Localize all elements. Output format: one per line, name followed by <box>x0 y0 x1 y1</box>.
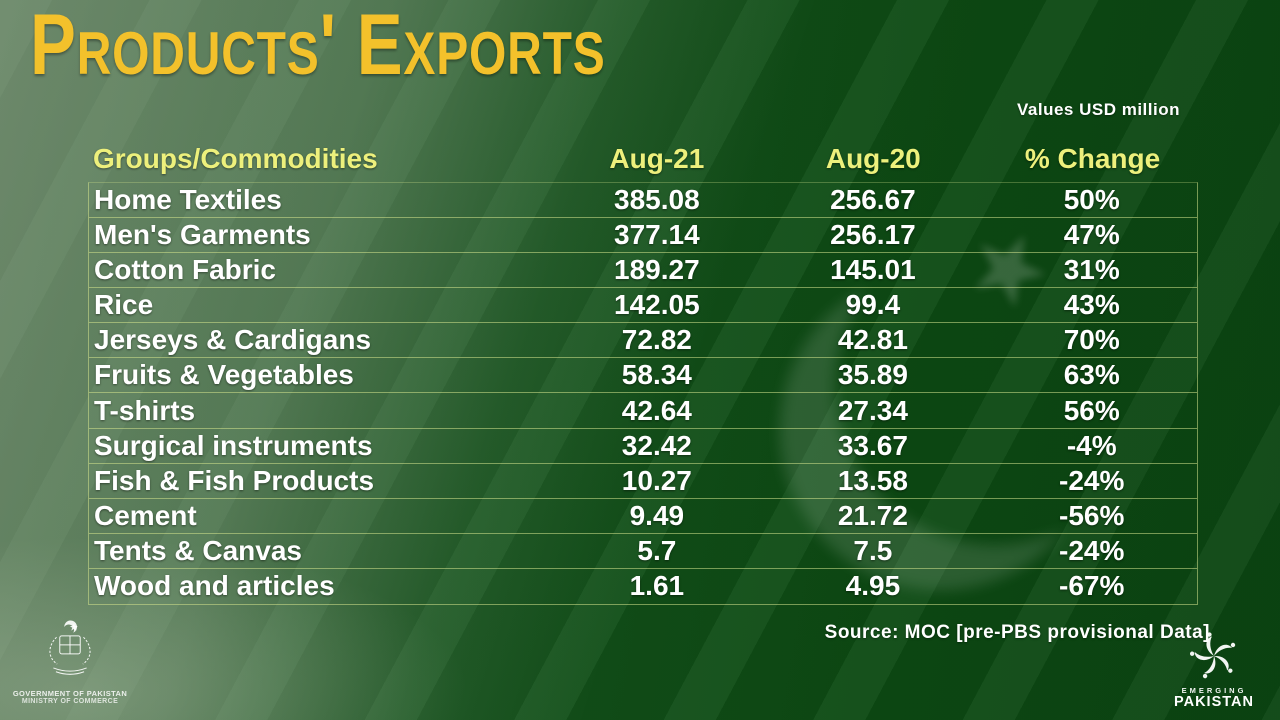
aug20-value: 99.4 <box>845 289 901 321</box>
header-commodity: Groups/Commodities <box>93 143 378 174</box>
change-value: 70% <box>1063 324 1120 356</box>
commodity-name: T-shirts <box>94 394 196 426</box>
aug20-value: 42.81 <box>837 324 908 356</box>
table-row: T-shirts 42.64 27.34 56% <box>89 393 1197 429</box>
change-value: -56% <box>1059 499 1125 531</box>
commodity-name: Home Textiles <box>94 184 282 216</box>
commodity-name: Cotton Fabric <box>94 254 276 286</box>
aug21-value: 142.05 <box>614 289 700 321</box>
change-value: -4% <box>1066 429 1117 461</box>
unit-note: Values USD million <box>1017 100 1180 119</box>
page-title: Products' Exports <box>30 0 606 93</box>
emerging-pakistan-logo: EMERGING PAKISTAN <box>1164 632 1264 710</box>
commodity-name: Men's Garments <box>94 219 311 251</box>
table-row: Cotton Fabric 189.27 145.01 31% <box>89 253 1197 289</box>
header-aug21: Aug-21 <box>609 143 705 174</box>
commodity-name: Surgical instruments <box>94 429 373 461</box>
commodity-name: Fruits & Vegetables <box>94 359 354 391</box>
commodity-name: Jerseys & Cardigans <box>94 324 372 356</box>
change-value: 31% <box>1063 254 1120 286</box>
exports-table: Home Textiles 385.08 256.67 50% Men's Ga… <box>88 182 1198 605</box>
change-value: -67% <box>1059 570 1125 602</box>
commodity-name: Wood and articles <box>94 570 335 602</box>
table-row: Men's Garments 377.14 256.17 47% <box>89 218 1197 254</box>
source-note: Source: MOC [pre-PBS provisional Data] <box>824 622 1210 643</box>
table-header-row: Groups/Commodities Aug-21 Aug-20 % Chang… <box>88 139 1198 179</box>
pakistan-label: PAKISTAN <box>1174 694 1254 710</box>
change-value: 63% <box>1063 359 1120 391</box>
change-value: 47% <box>1063 219 1120 251</box>
govt-emblem-icon <box>49 620 91 675</box>
change-value: -24% <box>1059 464 1125 496</box>
header-aug20: Aug-20 <box>825 143 921 174</box>
aug21-value: 385.08 <box>614 184 700 216</box>
aug21-value: 42.64 <box>621 394 692 426</box>
aug20-value: 145.01 <box>830 254 916 286</box>
aug20-value: 27.34 <box>837 394 908 426</box>
aug21-value: 58.34 <box>621 359 692 391</box>
aug21-value: 1.61 <box>629 570 685 602</box>
aug20-value: 7.5 <box>853 534 893 566</box>
aug21-value: 72.82 <box>621 324 692 356</box>
aug20-value: 21.72 <box>837 499 908 531</box>
table-row: Fruits & Vegetables 58.34 35.89 63% <box>89 358 1197 394</box>
government-logo-line1: GOVERNMENT OF PAKISTAN <box>12 689 128 698</box>
commodity-name: Tents & Canvas <box>94 534 302 566</box>
aug21-value: 9.49 <box>629 499 685 531</box>
table-row: Surgical instruments 32.42 33.67 -4% <box>89 429 1197 464</box>
emerging-pakistan-swirl-icon <box>1189 632 1236 679</box>
aug21-value: 377.14 <box>614 219 700 251</box>
aug21-value: 5.7 <box>637 534 677 566</box>
aug20-value: 33.67 <box>837 429 908 461</box>
table-row: Wood and articles 1.61 4.95 -67% <box>89 569 1197 604</box>
change-value: -24% <box>1059 534 1125 566</box>
commodity-name: Fish & Fish Products <box>94 464 375 496</box>
aug20-value: 4.95 <box>845 570 901 602</box>
change-value: 56% <box>1063 394 1120 426</box>
aug21-value: 189.27 <box>614 254 700 286</box>
aug20-value: 13.58 <box>837 464 908 496</box>
aug20-value: 256.17 <box>830 219 916 251</box>
aug21-value: 10.27 <box>621 464 692 496</box>
table-row: Cement 9.49 21.72 -56% <box>89 499 1197 534</box>
emerging-label: EMERGING <box>1181 686 1247 695</box>
aug21-value: 32.42 <box>621 429 692 461</box>
commodity-name: Rice <box>94 289 154 321</box>
table-row: Jerseys & Cardigans 72.82 42.81 70% <box>89 323 1197 359</box>
aug20-value: 256.67 <box>830 184 916 216</box>
header-change: % Change <box>1024 143 1161 174</box>
change-value: 43% <box>1063 289 1120 321</box>
table-row: Tents & Canvas 5.7 7.5 -24% <box>89 534 1197 569</box>
table-row: Home Textiles 385.08 256.67 50% <box>89 183 1197 219</box>
commodity-name: Cement <box>94 499 197 531</box>
table-row: Rice 142.05 99.4 43% <box>89 288 1197 324</box>
government-logo: GOVERNMENT OF PAKISTAN MINISTRY OF COMME… <box>10 618 130 705</box>
table-row: Fish & Fish Products 10.27 13.58 -24% <box>89 464 1197 499</box>
change-value: 50% <box>1063 184 1120 216</box>
aug20-value: 35.89 <box>837 359 908 391</box>
government-logo-line2: MINISTRY OF COMMERCE <box>21 698 119 705</box>
